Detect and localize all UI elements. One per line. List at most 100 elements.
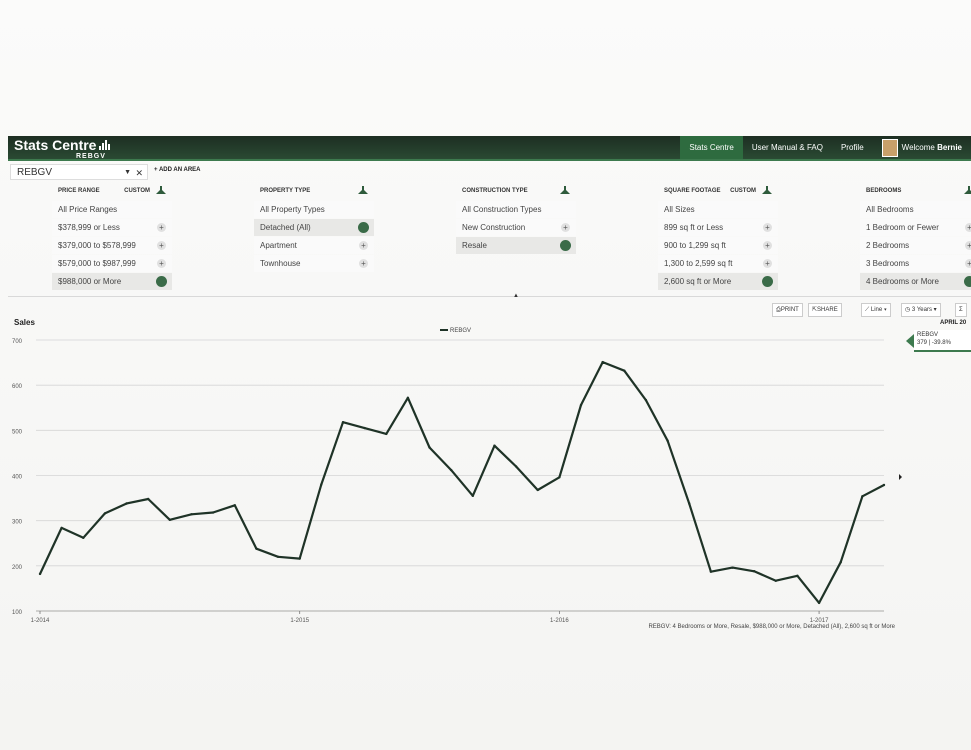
- chart-type-dropdown[interactable]: ⟋ Line ▾: [861, 303, 891, 317]
- series-line-rebgv[interactable]: [39, 361, 885, 604]
- filter-option[interactable]: 900 to 1,299 sq ft +: [658, 237, 778, 254]
- add-area-link[interactable]: + ADD AN AREA: [154, 167, 201, 173]
- data-point[interactable]: [752, 570, 756, 573]
- custom-link[interactable]: CUSTOM: [730, 188, 756, 194]
- filter-option[interactable]: All Price Ranges: [52, 201, 172, 218]
- data-point[interactable]: [449, 468, 453, 472]
- filter-funnel-icon[interactable]: [358, 185, 368, 196]
- data-point[interactable]: [255, 547, 258, 550]
- data-point[interactable]: [493, 444, 496, 447]
- filter-option[interactable]: Apartment +: [254, 237, 374, 254]
- filter-option[interactable]: Resale: [456, 237, 576, 254]
- data-point[interactable]: [125, 502, 128, 505]
- collapse-filters-icon[interactable]: ▲: [513, 293, 519, 299]
- filter-option[interactable]: $579,000 to $987,999 +: [52, 255, 172, 272]
- add-filter-icon[interactable]: +: [359, 241, 368, 250]
- share-button[interactable]: ⇱SHARE: [808, 303, 842, 317]
- filter-option[interactable]: $988,000 or More: [52, 273, 172, 290]
- selected-dot-icon[interactable]: [762, 276, 773, 287]
- add-filter-icon[interactable]: +: [965, 241, 971, 250]
- filter-option[interactable]: Townhouse +: [254, 255, 374, 272]
- data-point[interactable]: [211, 511, 215, 514]
- filter-option[interactable]: 4 Bedrooms or More: [860, 273, 971, 290]
- filter-option[interactable]: 899 sq ft or Less +: [658, 219, 778, 236]
- data-point[interactable]: [190, 513, 193, 516]
- filter-option[interactable]: $379,000 to $578,999 +: [52, 237, 172, 254]
- data-point[interactable]: [579, 403, 583, 407]
- add-filter-icon[interactable]: +: [965, 259, 971, 268]
- nav-profile[interactable]: Profile: [840, 143, 864, 152]
- data-point[interactable]: [514, 465, 518, 468]
- sum-button[interactable]: Σ: [955, 303, 967, 317]
- chart-legend[interactable]: REBGV: [440, 328, 471, 334]
- nav-user-manual[interactable]: User Manual & FAQ: [751, 143, 823, 152]
- filter-option[interactable]: New Construction +: [456, 219, 576, 236]
- data-point[interactable]: [471, 494, 475, 498]
- data-point[interactable]: [428, 446, 431, 449]
- filter-funnel-icon[interactable]: [762, 185, 772, 196]
- data-point[interactable]: [363, 426, 366, 430]
- data-point[interactable]: [298, 557, 301, 560]
- filter-option[interactable]: 2,600 sq ft or More: [658, 273, 778, 290]
- filter-option[interactable]: 2 Bedrooms +: [860, 237, 971, 254]
- filter-funnel-icon[interactable]: [964, 185, 971, 196]
- data-point[interactable]: [276, 555, 280, 558]
- add-filter-icon[interactable]: +: [157, 241, 166, 250]
- data-point[interactable]: [60, 526, 63, 530]
- add-filter-icon[interactable]: +: [157, 223, 166, 232]
- nav-stats-centre[interactable]: Stats Centre: [680, 136, 743, 159]
- filter-option[interactable]: All Construction Types: [456, 201, 576, 218]
- data-point[interactable]: [731, 566, 734, 569]
- data-point[interactable]: [688, 502, 691, 505]
- time-range-dropdown[interactable]: ◷ 3 Years ▾: [901, 303, 941, 317]
- filter-option[interactable]: All Property Types: [254, 201, 374, 218]
- data-point[interactable]: [882, 483, 886, 487]
- area-select[interactable]: REBGV ▼ ✕: [10, 164, 148, 180]
- add-filter-icon[interactable]: +: [965, 223, 971, 232]
- data-point[interactable]: [320, 483, 323, 486]
- data-point[interactable]: [103, 512, 107, 515]
- data-point[interactable]: [817, 601, 821, 605]
- data-point[interactable]: [341, 421, 345, 424]
- data-point[interactable]: [796, 574, 799, 577]
- print-button[interactable]: ⎙PRINT: [772, 303, 803, 317]
- data-point[interactable]: [709, 570, 713, 573]
- custom-link[interactable]: CUSTOM: [124, 188, 150, 194]
- stats-centre-logo[interactable]: Stats Centre REBGV: [14, 138, 111, 160]
- data-point[interactable]: [147, 497, 150, 501]
- filter-option[interactable]: All Sizes: [658, 201, 778, 218]
- filter-option[interactable]: 3 Bedrooms +: [860, 255, 971, 272]
- add-filter-icon[interactable]: +: [763, 241, 772, 250]
- filter-option[interactable]: 1 Bedroom or Fewer +: [860, 219, 971, 236]
- filter-option[interactable]: All Bedrooms: [860, 201, 971, 218]
- selected-dot-icon[interactable]: [964, 276, 971, 287]
- selected-dot-icon[interactable]: [560, 240, 571, 251]
- filter-option[interactable]: 1,300 to 2,599 sq ft +: [658, 255, 778, 272]
- data-point[interactable]: [601, 360, 604, 364]
- data-point[interactable]: [558, 476, 561, 479]
- data-point[interactable]: [623, 369, 626, 372]
- filter-funnel-icon[interactable]: [560, 185, 570, 196]
- selected-dot-icon[interactable]: [156, 276, 167, 287]
- add-filter-icon[interactable]: +: [763, 223, 772, 232]
- data-point[interactable]: [82, 536, 85, 540]
- add-filter-icon[interactable]: +: [561, 223, 570, 232]
- data-point[interactable]: [666, 439, 669, 442]
- filter-option[interactable]: Detached (All): [254, 219, 374, 236]
- data-point[interactable]: [385, 432, 388, 436]
- filter-option[interactable]: $378,999 or Less +: [52, 219, 172, 236]
- data-point[interactable]: [839, 561, 842, 564]
- data-point[interactable]: [233, 504, 236, 507]
- data-point[interactable]: [38, 572, 42, 576]
- add-filter-icon[interactable]: +: [157, 259, 166, 268]
- caret-down-icon[interactable]: ▼: [124, 169, 131, 176]
- data-point[interactable]: [536, 488, 539, 492]
- data-point[interactable]: [168, 518, 172, 521]
- data-point[interactable]: [406, 396, 410, 400]
- add-filter-icon[interactable]: +: [763, 259, 772, 268]
- welcome-user[interactable]: Welcome Bernie: [873, 136, 971, 159]
- selected-dot-icon[interactable]: [358, 222, 369, 233]
- scroll-right-icon[interactable]: [899, 474, 902, 480]
- filter-funnel-icon[interactable]: [156, 185, 166, 196]
